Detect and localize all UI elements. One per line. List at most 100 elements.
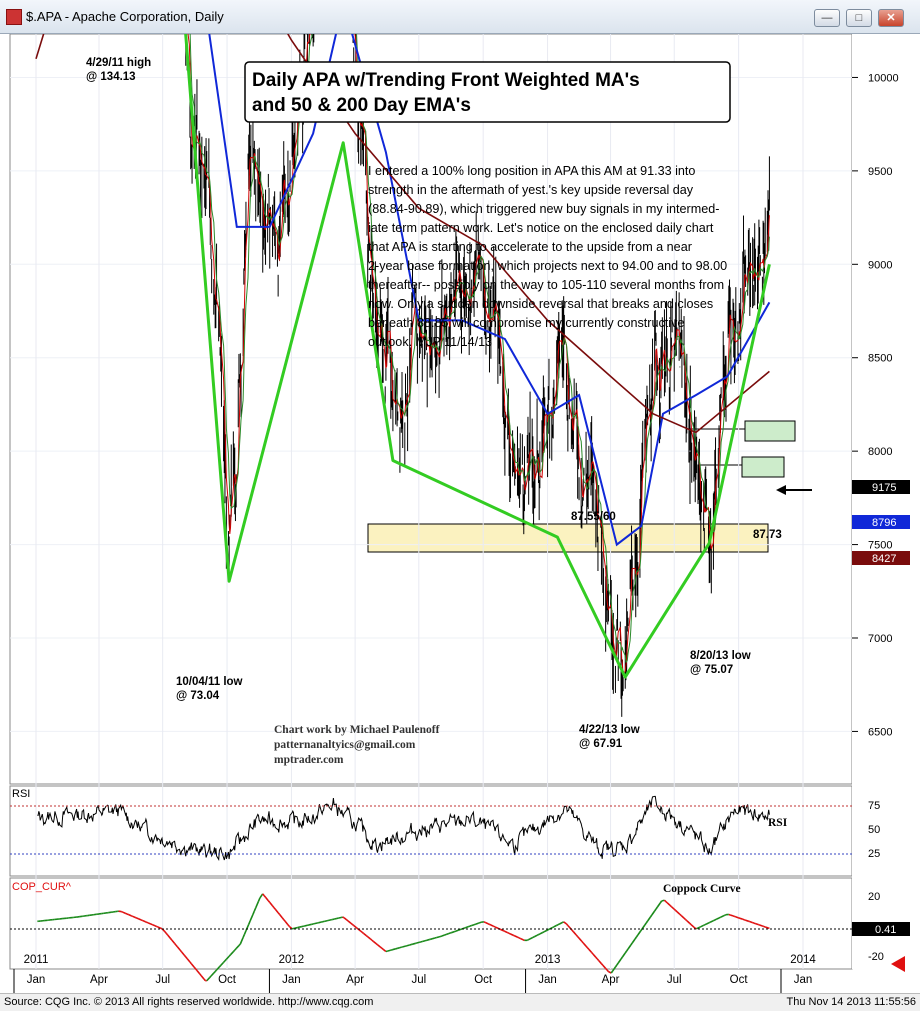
coppock-segment bbox=[588, 948, 593, 954]
rsi-level-50: 50 bbox=[868, 824, 880, 836]
coppock-segment bbox=[137, 917, 142, 921]
coppock-segment bbox=[350, 922, 353, 925]
coppock-segment bbox=[121, 910, 124, 913]
coppock-segment bbox=[147, 922, 152, 925]
month-label: Jul bbox=[667, 974, 682, 986]
coppock-segment bbox=[274, 908, 279, 914]
coppock-segment bbox=[559, 921, 563, 925]
maximize-button[interactable]: □ bbox=[846, 9, 872, 27]
commentary-line: now. Only a sudden downside reversal tha… bbox=[368, 297, 713, 311]
coppock-segment bbox=[353, 924, 358, 929]
price-axis-label: 9500 bbox=[868, 166, 892, 178]
coppock-segment bbox=[267, 900, 271, 903]
coppock-segment bbox=[745, 919, 749, 922]
coppock-segment bbox=[224, 958, 227, 962]
coppock-segment bbox=[493, 925, 496, 928]
ma-medium-line bbox=[189, 34, 770, 663]
coppock-segment bbox=[637, 930, 642, 936]
coppock-segment bbox=[194, 968, 198, 972]
coppock-segment bbox=[356, 927, 359, 930]
coppock-segment bbox=[132, 915, 136, 919]
coppock-segment bbox=[696, 926, 700, 930]
coppock-segment bbox=[396, 946, 401, 950]
coppock-segment bbox=[575, 934, 579, 938]
price-panel[interactable] bbox=[9, 34, 853, 785]
coppock-segment bbox=[508, 932, 511, 935]
coppock-segment bbox=[621, 952, 626, 958]
coppock-segment bbox=[656, 902, 661, 908]
window-title: $.APA - Apache Corporation, Daily bbox=[26, 9, 224, 24]
pointer-arrow-icon bbox=[776, 485, 786, 495]
coppock-segment bbox=[377, 944, 381, 948]
coppock-segment bbox=[351, 923, 355, 927]
coppock-segment bbox=[249, 914, 254, 922]
coppock-segment bbox=[494, 926, 499, 929]
ma-fast-line bbox=[187, 34, 770, 677]
minimize-button[interactable]: — bbox=[814, 9, 840, 27]
rsi-name: RSI bbox=[768, 817, 788, 829]
coppock-segment bbox=[465, 925, 469, 929]
coppock-segment bbox=[684, 918, 688, 922]
coppock-segment bbox=[669, 904, 672, 908]
coppock-segment bbox=[529, 936, 534, 940]
coppock-segment bbox=[232, 949, 236, 953]
rsi-panel[interactable] bbox=[9, 785, 853, 877]
coppock-segment bbox=[600, 963, 604, 966]
coppock-segment bbox=[406, 944, 410, 947]
coppock-segment bbox=[196, 969, 201, 975]
coppock-segment bbox=[431, 937, 436, 940]
price-axis-label: 9000 bbox=[868, 259, 892, 271]
coppock-segment bbox=[582, 942, 587, 947]
coppock-segment bbox=[670, 906, 675, 910]
coppock-segment bbox=[644, 922, 647, 926]
coppock-segment bbox=[263, 895, 267, 898]
coppock-segment bbox=[136, 917, 139, 920]
coppock-segment bbox=[186, 958, 191, 963]
coppock-segment bbox=[571, 929, 575, 933]
coppock-segment bbox=[304, 924, 308, 927]
credit-line-3: mptrader.com bbox=[274, 754, 344, 766]
window-titlebar: $.APA - Apache Corporation, Daily — □ ✕ bbox=[0, 0, 920, 34]
coppock-segment bbox=[706, 921, 710, 925]
coppock-value-tag bbox=[852, 922, 910, 936]
coppock-segment bbox=[708, 921, 711, 924]
coppock-segment bbox=[140, 919, 143, 922]
commentary-line: thereafter-- possibly on the way to 105-… bbox=[368, 278, 724, 292]
coppock-segment bbox=[635, 934, 639, 938]
price-axis-label: 10000 bbox=[868, 72, 899, 84]
app-icon bbox=[6, 9, 22, 25]
month-label: Jan bbox=[538, 974, 557, 986]
coppock-segment bbox=[166, 934, 171, 939]
coppock-segment bbox=[500, 928, 504, 932]
coppock-segment bbox=[484, 921, 489, 925]
coppock-segment bbox=[718, 916, 721, 919]
coppock-segment bbox=[552, 926, 555, 929]
coppock-segment bbox=[624, 950, 628, 954]
scroll-left-icon[interactable] bbox=[891, 956, 905, 972]
coppock-segment bbox=[183, 954, 187, 958]
coppock-segment bbox=[154, 925, 157, 928]
footer-timestamp: Thu Nov 14 2013 11:55:56 bbox=[786, 996, 916, 1008]
coppock-segment bbox=[228, 954, 232, 957]
coppock-segment bbox=[175, 944, 178, 948]
month-label: Apr bbox=[602, 974, 620, 986]
ema200-price-tag bbox=[852, 551, 910, 565]
coppock-segment bbox=[528, 938, 531, 941]
footer-source: Source: CQG Inc. © 2013 All rights reser… bbox=[4, 996, 374, 1008]
header-line-2: and 50 & 200 Day EMA's bbox=[252, 95, 471, 116]
coppock-segment bbox=[130, 914, 133, 918]
coppock-segment bbox=[150, 923, 153, 926]
coppock-segment bbox=[634, 936, 638, 940]
coppock-segment bbox=[699, 925, 702, 929]
month-label: Apr bbox=[346, 974, 364, 986]
commentary-line: that APA is starting to accelerate to th… bbox=[368, 240, 692, 254]
coppock-segment bbox=[567, 924, 570, 928]
y-axis-area bbox=[852, 34, 920, 969]
coppock-segment bbox=[676, 911, 681, 915]
price-axis-label: 7000 bbox=[868, 633, 892, 645]
coppock-segment bbox=[700, 924, 704, 928]
coppock-segment bbox=[547, 928, 551, 931]
close-button[interactable]: ✕ bbox=[878, 9, 904, 27]
coppock-segment bbox=[144, 920, 147, 923]
price-chart[interactable]: 1350013000125001200011500110001050010000… bbox=[0, 34, 920, 993]
